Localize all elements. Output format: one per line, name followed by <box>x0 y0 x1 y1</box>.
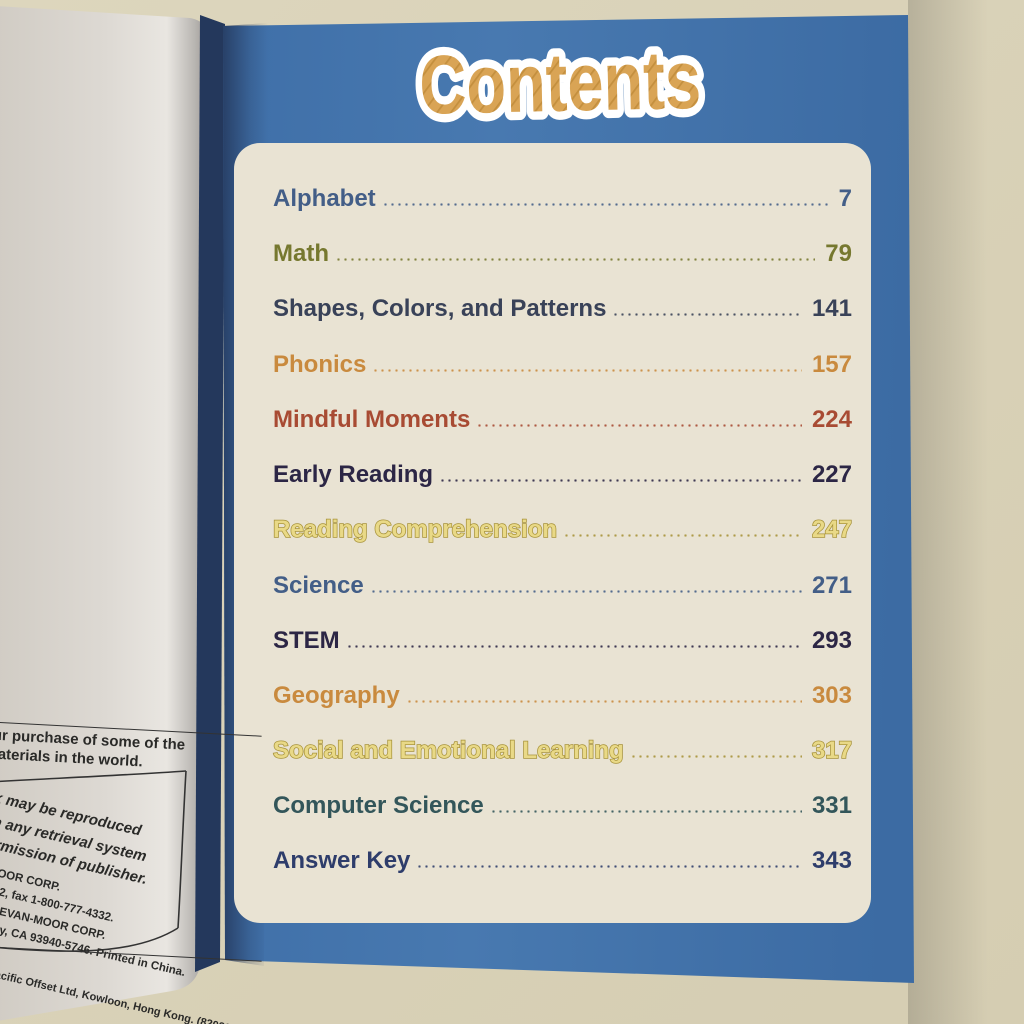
svg-text:Contents: Contents <box>418 32 701 131</box>
